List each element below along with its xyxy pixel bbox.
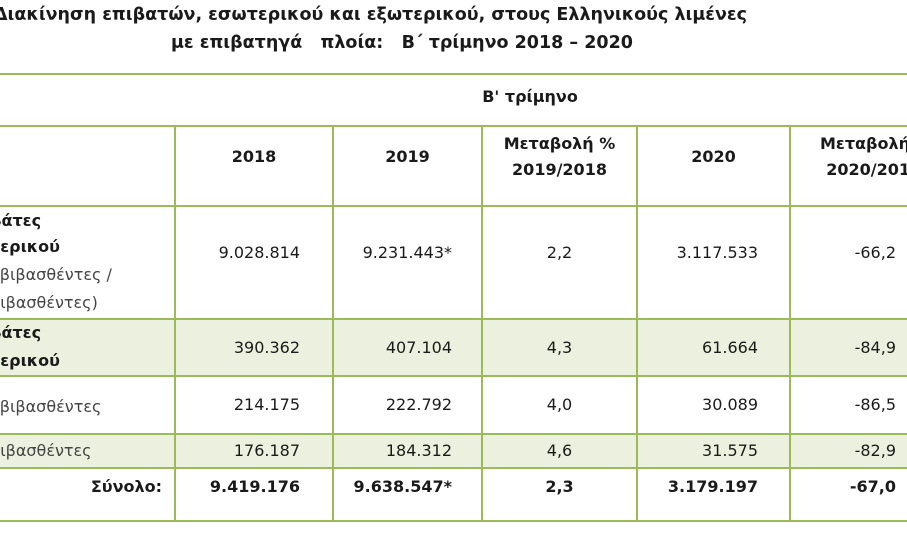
cell: 9.231.443* (362, 243, 452, 262)
col-header: 2020 (691, 147, 736, 166)
cell: 4,0 (546, 395, 573, 414)
cell: 222.792 (385, 395, 452, 414)
col-header: Μεταβολή 2020/201 (820, 134, 907, 179)
cell: 214.175 (233, 395, 300, 414)
row-label: οβιβασθέντες / (0, 265, 112, 284)
col-header: 2018 (231, 147, 277, 166)
cell: 2,2 (546, 243, 573, 262)
title-line-1: Διακίνηση επιβατών, εσωτερικού και εξωτε… (0, 5, 748, 25)
row-label: τερικού (0, 351, 60, 370)
cell: 9.028.814 (218, 243, 300, 262)
row-label: οβιβασθέντες (0, 397, 102, 416)
cell: 4,3 (546, 338, 573, 357)
row-label: βιβασθέντες (0, 441, 92, 460)
row-band (0, 318, 907, 375)
row-label: τερικού (0, 237, 60, 256)
cell: -66,2 (854, 243, 896, 262)
cell: 4,6 (546, 441, 573, 460)
row-label: βιβασθέντες) (0, 293, 98, 312)
cell: 176.187 (233, 441, 300, 460)
total-cell: -67,0 (849, 477, 896, 496)
cell: -82,9 (854, 441, 896, 460)
cell: 3.117.533 (676, 243, 758, 262)
col-header: 2019 (385, 147, 430, 166)
group-header: Β' τρίμηνο (482, 87, 578, 106)
cell: 31.575 (702, 441, 758, 460)
total-cell: 9.638.547* (353, 477, 452, 496)
cell: -86,5 (854, 395, 896, 414)
row-label: βάτες (0, 211, 42, 230)
cell: 61.664 (702, 338, 758, 357)
cell: 30.089 (702, 395, 758, 414)
row-label: βάτες (0, 323, 42, 342)
total-cell: 9.419.176 (209, 477, 300, 496)
cell: 184.312 (385, 441, 452, 460)
total-label: Σύνολο: (90, 477, 162, 496)
row-band (0, 433, 907, 467)
title-line-2: με επιβατηγά πλοία: Β΄ τρίμηνο 2018 – 20… (171, 33, 633, 53)
cell: 390.362 (233, 338, 300, 357)
total-cell: 2,3 (545, 477, 574, 496)
total-cell: 3.179.197 (667, 477, 758, 496)
col-header: Μεταβολή % 2019/2018 (503, 134, 616, 179)
cell: -84,9 (854, 338, 896, 357)
cell: 407.104 (385, 338, 452, 357)
